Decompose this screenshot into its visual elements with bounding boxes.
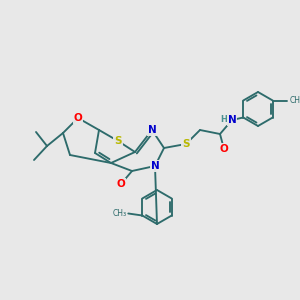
Text: O: O [74,113,82,123]
Text: O: O [220,144,228,154]
Text: S: S [182,139,190,149]
Text: H: H [220,116,227,124]
Text: N: N [148,125,156,135]
Text: O: O [117,179,125,189]
Text: N: N [151,161,159,171]
Text: N: N [228,115,236,125]
Text: S: S [114,136,122,146]
Text: CH₃: CH₃ [290,96,300,105]
Text: CH₃: CH₃ [112,209,126,218]
